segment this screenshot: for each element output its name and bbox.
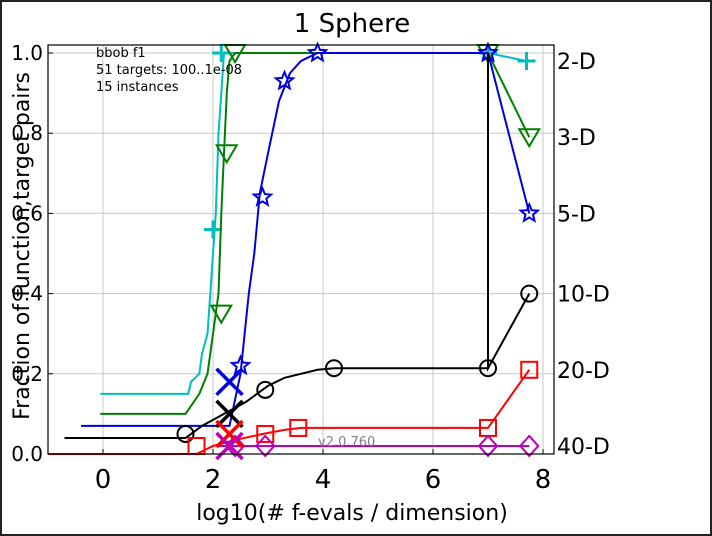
diamond-marker xyxy=(477,434,499,458)
series-2-d: 2-D xyxy=(100,44,596,395)
circle-marker xyxy=(479,359,497,378)
y-tick-label: 0.6 xyxy=(11,201,43,225)
series-line xyxy=(100,52,527,395)
diamond-marker xyxy=(224,434,246,458)
x-tick-label: 8 xyxy=(535,465,552,495)
cross-marker xyxy=(215,419,244,449)
y-tick-label: 0.2 xyxy=(11,362,43,386)
series-line xyxy=(48,369,531,455)
square-marker xyxy=(520,360,539,379)
series-3-d: 3-D xyxy=(100,44,596,415)
x-tick-label: 2 xyxy=(205,465,222,495)
cross-marker xyxy=(215,399,244,429)
series-label: 3-D xyxy=(557,126,596,151)
median-cross xyxy=(215,419,244,449)
diamond-marker xyxy=(518,434,540,458)
plus-marker xyxy=(517,52,536,71)
circle-marker xyxy=(325,359,343,378)
star-marker xyxy=(306,41,329,63)
circle-marker xyxy=(520,284,539,303)
square-marker xyxy=(289,418,308,437)
triangle-marker xyxy=(517,128,541,149)
cross-marker xyxy=(215,367,244,397)
tick-labels: 0 2 4 6 8 0.0 0.2 0.4 0.6 0.8 1.0 xyxy=(11,41,551,495)
x-tick-label: 6 xyxy=(425,465,442,495)
series-label: 5-D xyxy=(557,202,596,227)
y-axis-label: Fraction of function,target pairs xyxy=(10,72,35,420)
x-tick-label: 4 xyxy=(315,465,332,495)
triangle-marker xyxy=(209,304,233,325)
y-tick-label: 1.0 xyxy=(11,41,43,65)
cross-marker xyxy=(215,431,244,461)
series-40-d: 40-D xyxy=(218,434,610,460)
plus-marker xyxy=(212,44,231,63)
plot-area xyxy=(48,45,554,454)
chart-title: 1 Sphere xyxy=(294,9,410,39)
median-cross xyxy=(215,431,244,461)
plus-marker xyxy=(204,220,222,239)
x-axis-label: log10(# f-evals / dimension) xyxy=(196,501,508,526)
median-cross xyxy=(215,399,244,429)
plot-border xyxy=(47,44,555,455)
series-line xyxy=(64,53,531,439)
series-label: 10-D xyxy=(557,283,610,308)
series-label: 20-D xyxy=(557,359,610,384)
series-line xyxy=(100,52,531,415)
y-tick-label: 0.4 xyxy=(11,282,43,306)
square-marker xyxy=(256,424,275,443)
diamond-marker xyxy=(254,434,276,458)
median-cross xyxy=(215,367,244,397)
circle-marker xyxy=(176,424,195,443)
triangle-marker xyxy=(215,144,239,165)
annotation-function: bbob f1 xyxy=(96,46,146,61)
star-marker xyxy=(273,69,296,91)
annotation-instances: 15 instances xyxy=(96,80,179,95)
annotation-targets: 51 targets: 100..1e-08 xyxy=(96,63,242,78)
x-tick-label: 0 xyxy=(95,465,112,495)
series-label: 2-D xyxy=(557,50,596,75)
series-label: 40-D xyxy=(557,435,610,460)
series-10-d: 10-D xyxy=(64,53,610,443)
series-line xyxy=(81,52,531,427)
y-tick-label: 0.8 xyxy=(11,121,43,145)
y-tick-label: 0.0 xyxy=(11,442,43,466)
grid-lines xyxy=(48,45,554,455)
circle-marker xyxy=(256,380,275,399)
version-label: v2.0.760 xyxy=(318,435,375,450)
star-marker xyxy=(518,201,541,223)
series-layer: 2-D 3-D 5-D 10-D 20-D 40-D xyxy=(48,41,610,461)
series-5-d: 5-D xyxy=(81,41,596,427)
star-marker xyxy=(251,185,274,207)
